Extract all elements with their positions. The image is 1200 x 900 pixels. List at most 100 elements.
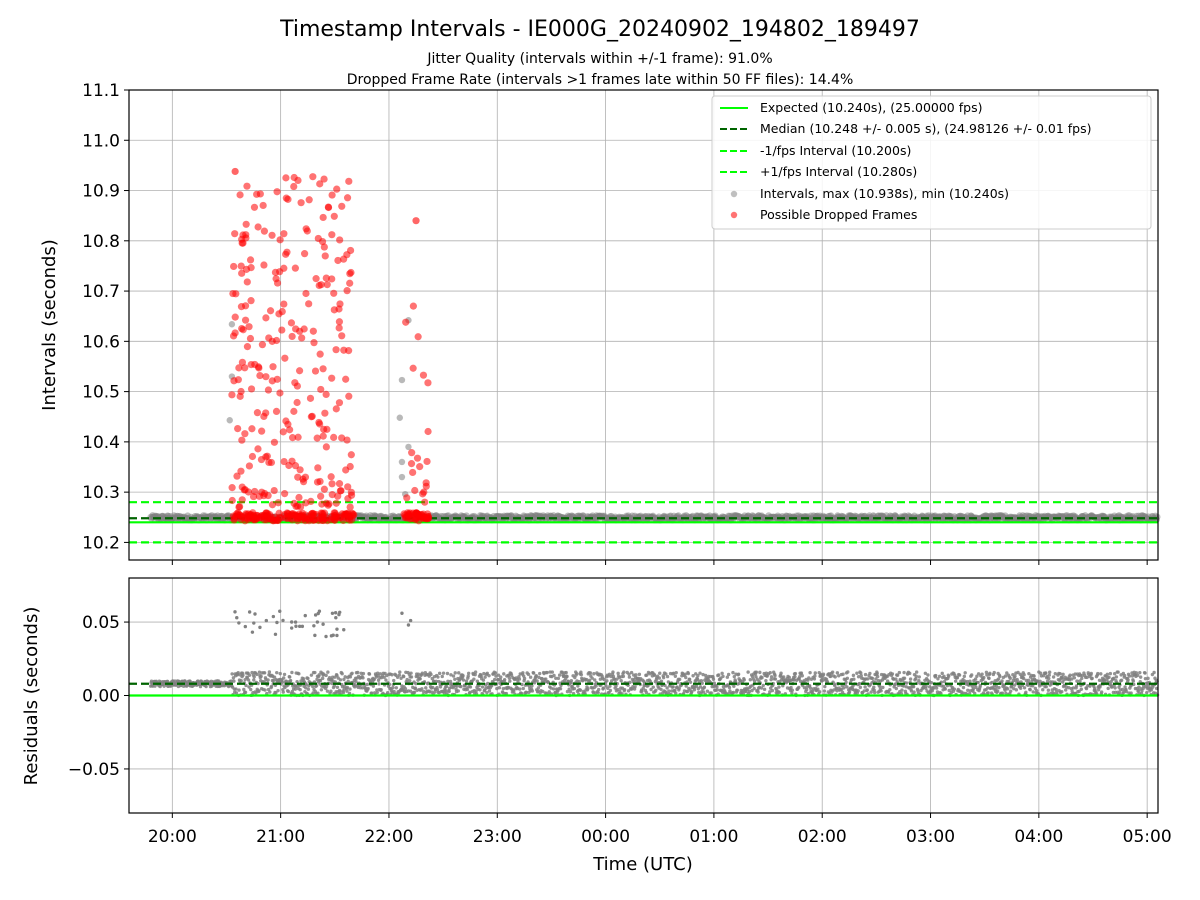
- residual-point: [1114, 675, 1119, 679]
- residual-point: [779, 671, 783, 675]
- dropped-frame-point: [413, 454, 422, 462]
- residual-outlier-point: [303, 613, 307, 618]
- dropped-frame-point: [281, 354, 289, 362]
- residual-outlier-point: [235, 616, 239, 620]
- residual-point: [596, 687, 601, 692]
- dropped-frame-point: [350, 511, 358, 519]
- residual-point: [787, 675, 791, 680]
- dropped-frame-point: [231, 230, 239, 238]
- residual-point: [418, 677, 422, 681]
- residual-point: [379, 687, 383, 692]
- residual-point: [737, 681, 742, 686]
- residual-point: [1079, 687, 1084, 691]
- residual-point: [316, 691, 320, 695]
- residual-point: [1113, 686, 1117, 690]
- dropped-frame-point: [334, 492, 342, 500]
- residual-point: [465, 687, 470, 692]
- dropped-frame-point: [241, 302, 250, 310]
- residual-point: [382, 675, 386, 680]
- residual-point: [793, 671, 798, 676]
- dropped-frame-point: [409, 468, 417, 477]
- residual-point: [652, 673, 657, 678]
- residual-point: [314, 684, 319, 688]
- residual-point: [914, 670, 919, 674]
- dropped-frame-point: [288, 457, 296, 465]
- residual-point: [281, 676, 286, 680]
- dropped-frame-point: [406, 515, 414, 523]
- residual-point: [997, 685, 1001, 690]
- residual-point: [440, 674, 444, 679]
- dropped-frame-point: [343, 287, 351, 295]
- residual-point: [1014, 688, 1019, 692]
- residual-point: [486, 681, 490, 686]
- residual-point: [230, 672, 234, 676]
- residual-point: [792, 678, 796, 682]
- dropped-frame-point: [308, 412, 316, 420]
- residual-point: [1046, 688, 1051, 692]
- residual-point: [342, 677, 346, 682]
- residual-point: [372, 677, 376, 681]
- residual-point: [692, 688, 697, 692]
- dropped-frame-point: [262, 373, 270, 381]
- residual-point: [547, 690, 551, 694]
- residual-point: [499, 675, 503, 679]
- dropped-frame-point: [322, 390, 330, 399]
- residual-point: [1088, 684, 1092, 688]
- residual-point: [812, 677, 817, 681]
- residual-point: [329, 689, 333, 693]
- residual-point: [1015, 677, 1019, 682]
- residual-point: [263, 688, 267, 692]
- residual-point: [588, 671, 593, 675]
- residual-point: [605, 679, 609, 683]
- residual-point: [347, 691, 352, 696]
- residual-point: [493, 671, 498, 675]
- residual-outlier-point: [321, 622, 325, 626]
- dropped-frame-point: [335, 305, 343, 313]
- residual-point: [762, 687, 767, 692]
- residual-point: [868, 671, 872, 676]
- residual-outlier-point: [289, 626, 294, 630]
- residual-point: [564, 670, 568, 675]
- residual-point: [869, 690, 873, 694]
- residual-point: [274, 691, 278, 695]
- residual-point: [541, 689, 545, 694]
- residual-point: [1008, 689, 1013, 693]
- residual-point: [825, 680, 830, 684]
- residual-point: [821, 672, 826, 676]
- dropped-frame-point: [321, 252, 329, 260]
- residual-point: [508, 679, 512, 683]
- dropped-frame-point: [305, 300, 313, 308]
- dropped-frame-point: [245, 323, 253, 331]
- residual-point: [732, 684, 736, 688]
- residual-point: [1134, 671, 1139, 675]
- residual-point: [1047, 673, 1051, 677]
- residual-point: [733, 679, 738, 684]
- residual-point: [940, 671, 944, 676]
- residual-point: [968, 679, 972, 683]
- residual-point: [833, 683, 837, 688]
- residual-point: [835, 671, 840, 675]
- residual-point: [520, 682, 524, 687]
- residual-point: [377, 682, 381, 686]
- residual-point: [369, 691, 374, 695]
- residual-point: [629, 670, 634, 675]
- residual-point: [346, 679, 350, 684]
- residual-point: [473, 670, 478, 674]
- residual-point: [768, 671, 772, 675]
- residual-point: [438, 685, 443, 689]
- dropped-frame-point: [262, 453, 270, 461]
- residual-point: [556, 676, 561, 681]
- residual-point: [975, 674, 979, 678]
- dropped-frame-point: [246, 256, 255, 264]
- residual-point: [677, 686, 681, 691]
- residual-point: [236, 670, 240, 675]
- residual-point: [1024, 690, 1028, 695]
- residual-point: [313, 670, 317, 675]
- dropped-frame-point: [239, 231, 247, 239]
- dropped-frame-point: [287, 319, 296, 327]
- residual-point: [596, 690, 600, 695]
- residual-point: [705, 689, 710, 693]
- residual-point: [619, 678, 623, 683]
- residual-point: [980, 672, 984, 676]
- residual-point: [1060, 689, 1064, 694]
